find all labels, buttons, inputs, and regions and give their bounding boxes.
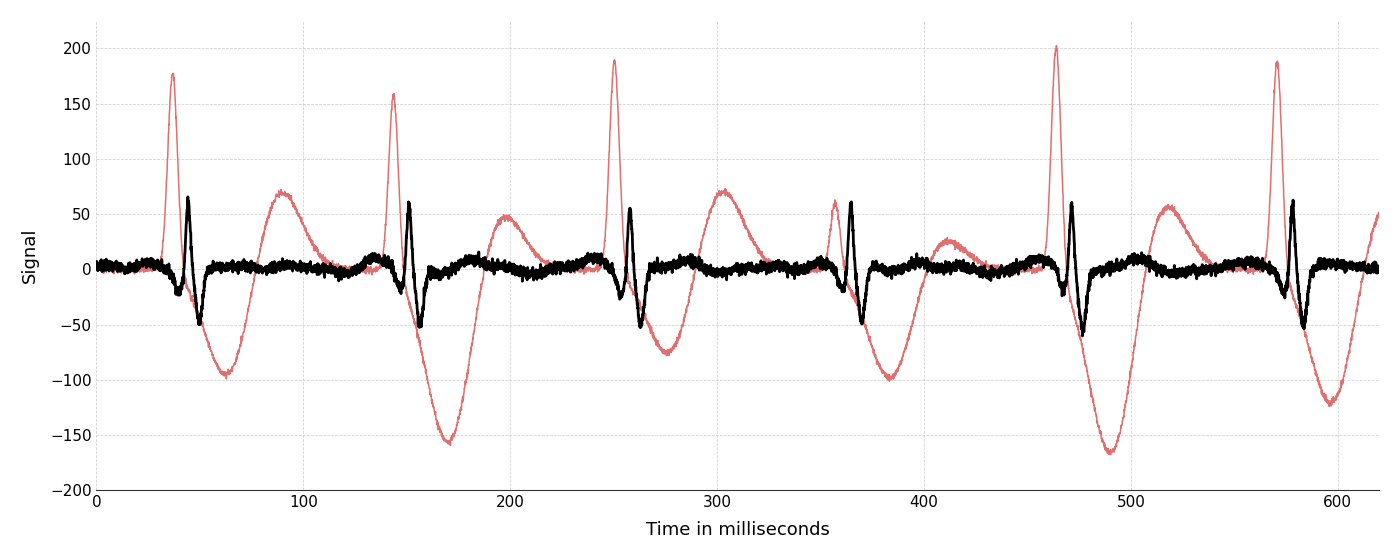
Y-axis label: Signal: Signal (21, 228, 39, 283)
X-axis label: Time in milliseconds: Time in milliseconds (645, 521, 830, 539)
